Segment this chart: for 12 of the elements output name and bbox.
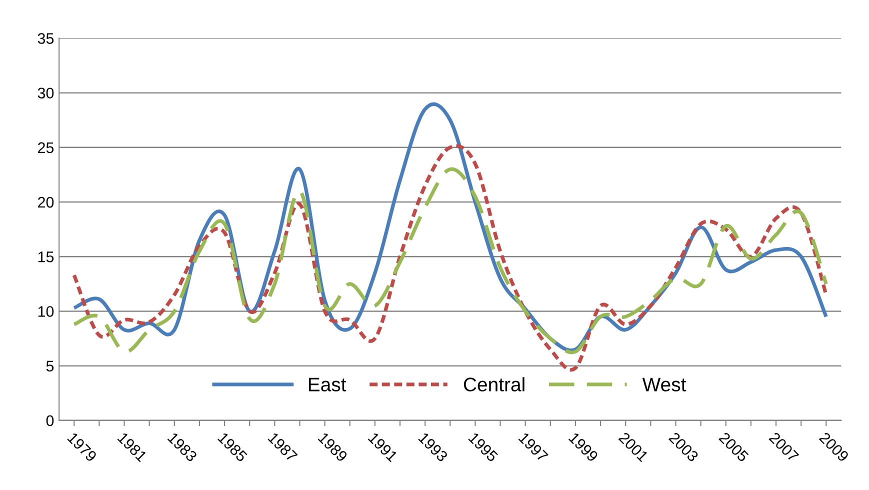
y-tick-label: 15 (38, 252, 54, 262)
legend-label: West (642, 378, 686, 392)
legend-label: Central (464, 377, 524, 392)
y-tick-label: 25 (38, 142, 54, 154)
y-tick-label: 0 (46, 415, 54, 426)
y-tick-label: 20 (38, 196, 54, 208)
y-tick-label: 35 (38, 33, 54, 44)
y-tick-label: 10 (38, 306, 54, 317)
y-tick-label: 30 (38, 88, 54, 99)
line-series (72, 167, 828, 354)
y-tick-label: 5 (46, 360, 54, 372)
legend-label: East (308, 378, 346, 392)
